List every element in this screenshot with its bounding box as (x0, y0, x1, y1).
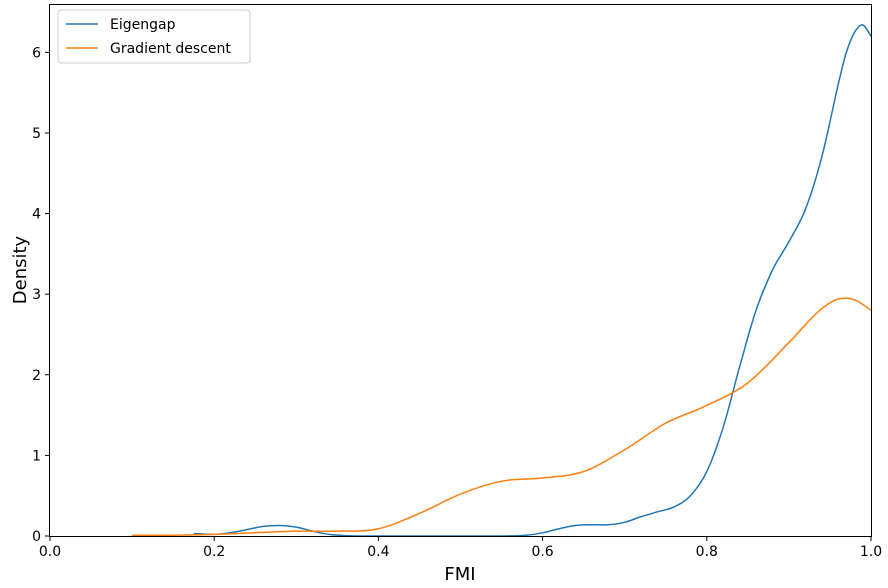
series-line-gradient-descent (132, 297, 872, 537)
y-tick-label: 1 (32, 448, 41, 464)
y-axis-ticks: 0 1 2 3 4 5 6 (32, 45, 50, 545)
x-tick-label: 0.4 (367, 544, 389, 560)
y-tick-label: 0 (32, 529, 41, 545)
x-axis-label: FMI (444, 564, 475, 585)
legend: Eigengap Gradient descent (57, 9, 251, 64)
x-tick-label: 0.6 (531, 544, 553, 560)
y-tick-label: 2 (32, 368, 41, 384)
series-line-eigengap (193, 24, 872, 537)
y-axis-label: Density (10, 235, 31, 304)
y-tick-label: 4 (32, 207, 41, 223)
legend-label-gradient-descent: Gradient descent (110, 41, 231, 57)
x-tick-label: 0.8 (696, 544, 718, 560)
plot-frame (49, 4, 872, 537)
x-tick-label: 0.0 (39, 544, 61, 560)
y-tick-label: 6 (32, 45, 41, 61)
legend-label-eigengap: Eigengap (110, 17, 176, 33)
y-tick-label: 3 (32, 287, 41, 303)
x-axis-ticks: 0.0 0.2 0.4 0.6 0.8 1.0 (39, 536, 882, 560)
x-tick-label: 0.2 (203, 544, 225, 560)
y-tick-label: 5 (32, 126, 41, 142)
legend-box (57, 9, 251, 64)
series-layer (132, 24, 872, 537)
x-tick-label: 1.0 (860, 544, 882, 560)
